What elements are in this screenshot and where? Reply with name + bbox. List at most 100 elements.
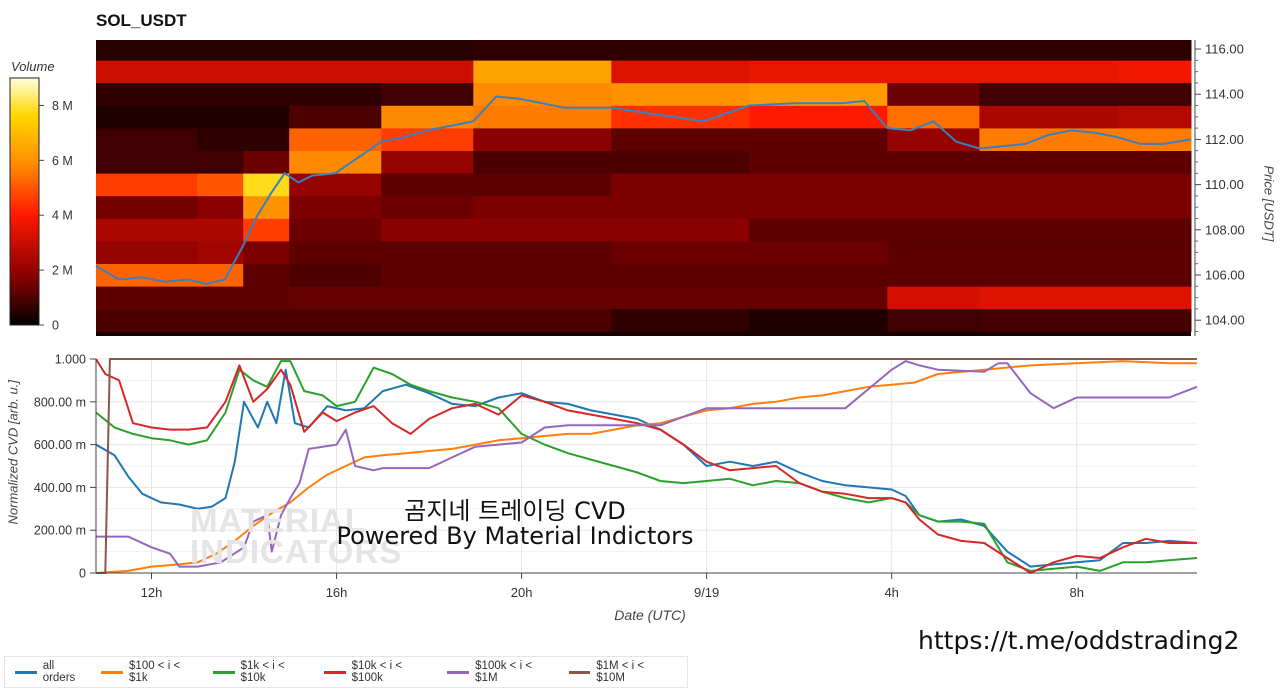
legend-item[interactable]: all orders [15,660,89,684]
colorbar-tick-label: 4 M [52,209,73,223]
cvd-series-line [95,358,1197,574]
heatmap-cell [1117,82,1192,106]
heatmap-cell [381,241,474,264]
heatmap-cell [243,105,290,129]
heatmap-cell [197,105,244,129]
cvd-x-tick-label: 20h [511,585,533,600]
heatmap-cell [243,150,290,174]
heatmap-cell [611,128,750,151]
heatmap-cell [197,263,244,287]
cvd-series-line [96,360,1198,568]
heatmap-cell [381,286,474,310]
heatmap-cell [289,128,382,151]
heatmap-cell [887,40,980,61]
heatmap-cell [1117,241,1192,264]
heatmap-cell [887,195,980,219]
heatmap-cell [1117,286,1192,310]
heatmap-y-tick-label: 114.00 [1205,87,1244,102]
heatmap-cell [197,82,244,106]
heatmap-cell [381,218,474,242]
heatmap-cell [243,173,290,197]
heatmap-y-tick-label: 112.00 [1205,132,1244,147]
heatmap-cell [473,173,612,197]
heatmap-cell [96,150,198,174]
price-line [95,95,1192,286]
heatmap-cell [749,82,888,106]
heatmap-plot: 116.00 114.00 112.00 110.00 108.00 106.00 104.… [95,40,1245,336]
heatmap-cell [96,128,198,151]
heatmap-cell [749,286,888,310]
legend-swatch [15,670,37,674]
heatmap-cell [473,241,612,264]
legend-item[interactable]: $100k < i < $1M [447,660,556,684]
heatmap-cell [749,218,888,242]
heatmap-cell [96,40,198,61]
cvd-series-line [95,360,1198,572]
heatmap-cell [1117,150,1192,174]
heatmap-cell [96,105,198,129]
legend-item[interactable]: $1M < i < $10M [568,660,676,684]
heatmap-cell [979,82,1118,106]
heatmap-cell [887,173,980,197]
heatmap-cell [243,286,290,310]
cvd-y-tick-label: 600.00 m [34,438,86,452]
cvd-y-tick-label: 1.000 [55,353,86,367]
heatmap-cell [611,195,750,219]
heatmap-cell [979,105,1118,129]
heatmap-cell [473,82,612,106]
heatmap-cell [749,105,888,129]
heatmap-cell [243,241,290,264]
heatmap-cell [381,40,474,61]
heatmap-cell [197,218,244,242]
heatmap-cell [887,105,980,129]
overlay-title: 곰지네 트레이딩 CVD [404,497,626,525]
heatmap-cell [749,195,888,219]
cvd-x-tick-label: 12h [141,585,163,600]
heatmap-y-tick-label: 106.00 [1205,267,1245,282]
heatmap-cell [749,241,888,264]
heatmap-cell [749,60,888,84]
heatmap-cell [289,286,382,310]
heatmap-cell [979,195,1118,219]
colorbar-tick-label: 2 M [52,264,73,278]
heatmap-cell [96,173,198,197]
cvd-y-tick-label: 400.00 m [34,481,86,495]
heatmap-cell [473,105,612,129]
cvd-plot: 1.000 800.00 m 600.00 m 400.00 m 200.00 m 0 12… [34,353,1198,600]
heatmap-cell [289,218,382,242]
heatmap-cell [1117,195,1192,219]
heatmap-cell [887,263,980,287]
heatmap-cell [381,60,474,84]
heatmap-cell [887,60,980,84]
cvd-legend: all orders $100 < i < $1k $1k < i < $10k $1… [4,656,688,688]
legend-item[interactable]: $1k < i < $10k [212,660,312,684]
legend-item[interactable]: $10k < i < $100k [323,660,436,684]
heatmap-cell [197,150,244,174]
heatmap-cell [96,82,198,106]
heatmap-cell [197,195,244,219]
legend-label: all orders [42,660,76,684]
heatmap-cell [611,60,750,84]
legend-label: $10k < i < $100k [351,660,403,684]
telegram-link[interactable]: https://t.me/oddstrading2 [918,626,1240,655]
heatmap-cell [611,173,750,197]
legend-label: $100 < i < $1k [129,660,181,684]
heatmap-cell [611,263,750,287]
heatmap-cell [749,40,888,61]
heatmap-cell [473,128,612,151]
heatmap-cell [243,40,290,61]
heatmap-cell [289,150,382,174]
legend-item[interactable]: $100 < i < $1k [101,660,201,684]
heatmap-y-tick-label: 108.00 [1205,222,1245,237]
heatmap-cell [887,241,980,264]
heatmap-cell [289,263,382,287]
heatmap-cell [289,308,382,332]
heatmap-cell [611,241,750,264]
cvd-series-line [95,360,1197,574]
heatmap-cell [473,195,612,219]
heatmap-cell [243,195,290,219]
heatmap-cell [1117,263,1192,287]
heatmap-cell [887,308,980,332]
heatmap-cell [1117,60,1192,84]
